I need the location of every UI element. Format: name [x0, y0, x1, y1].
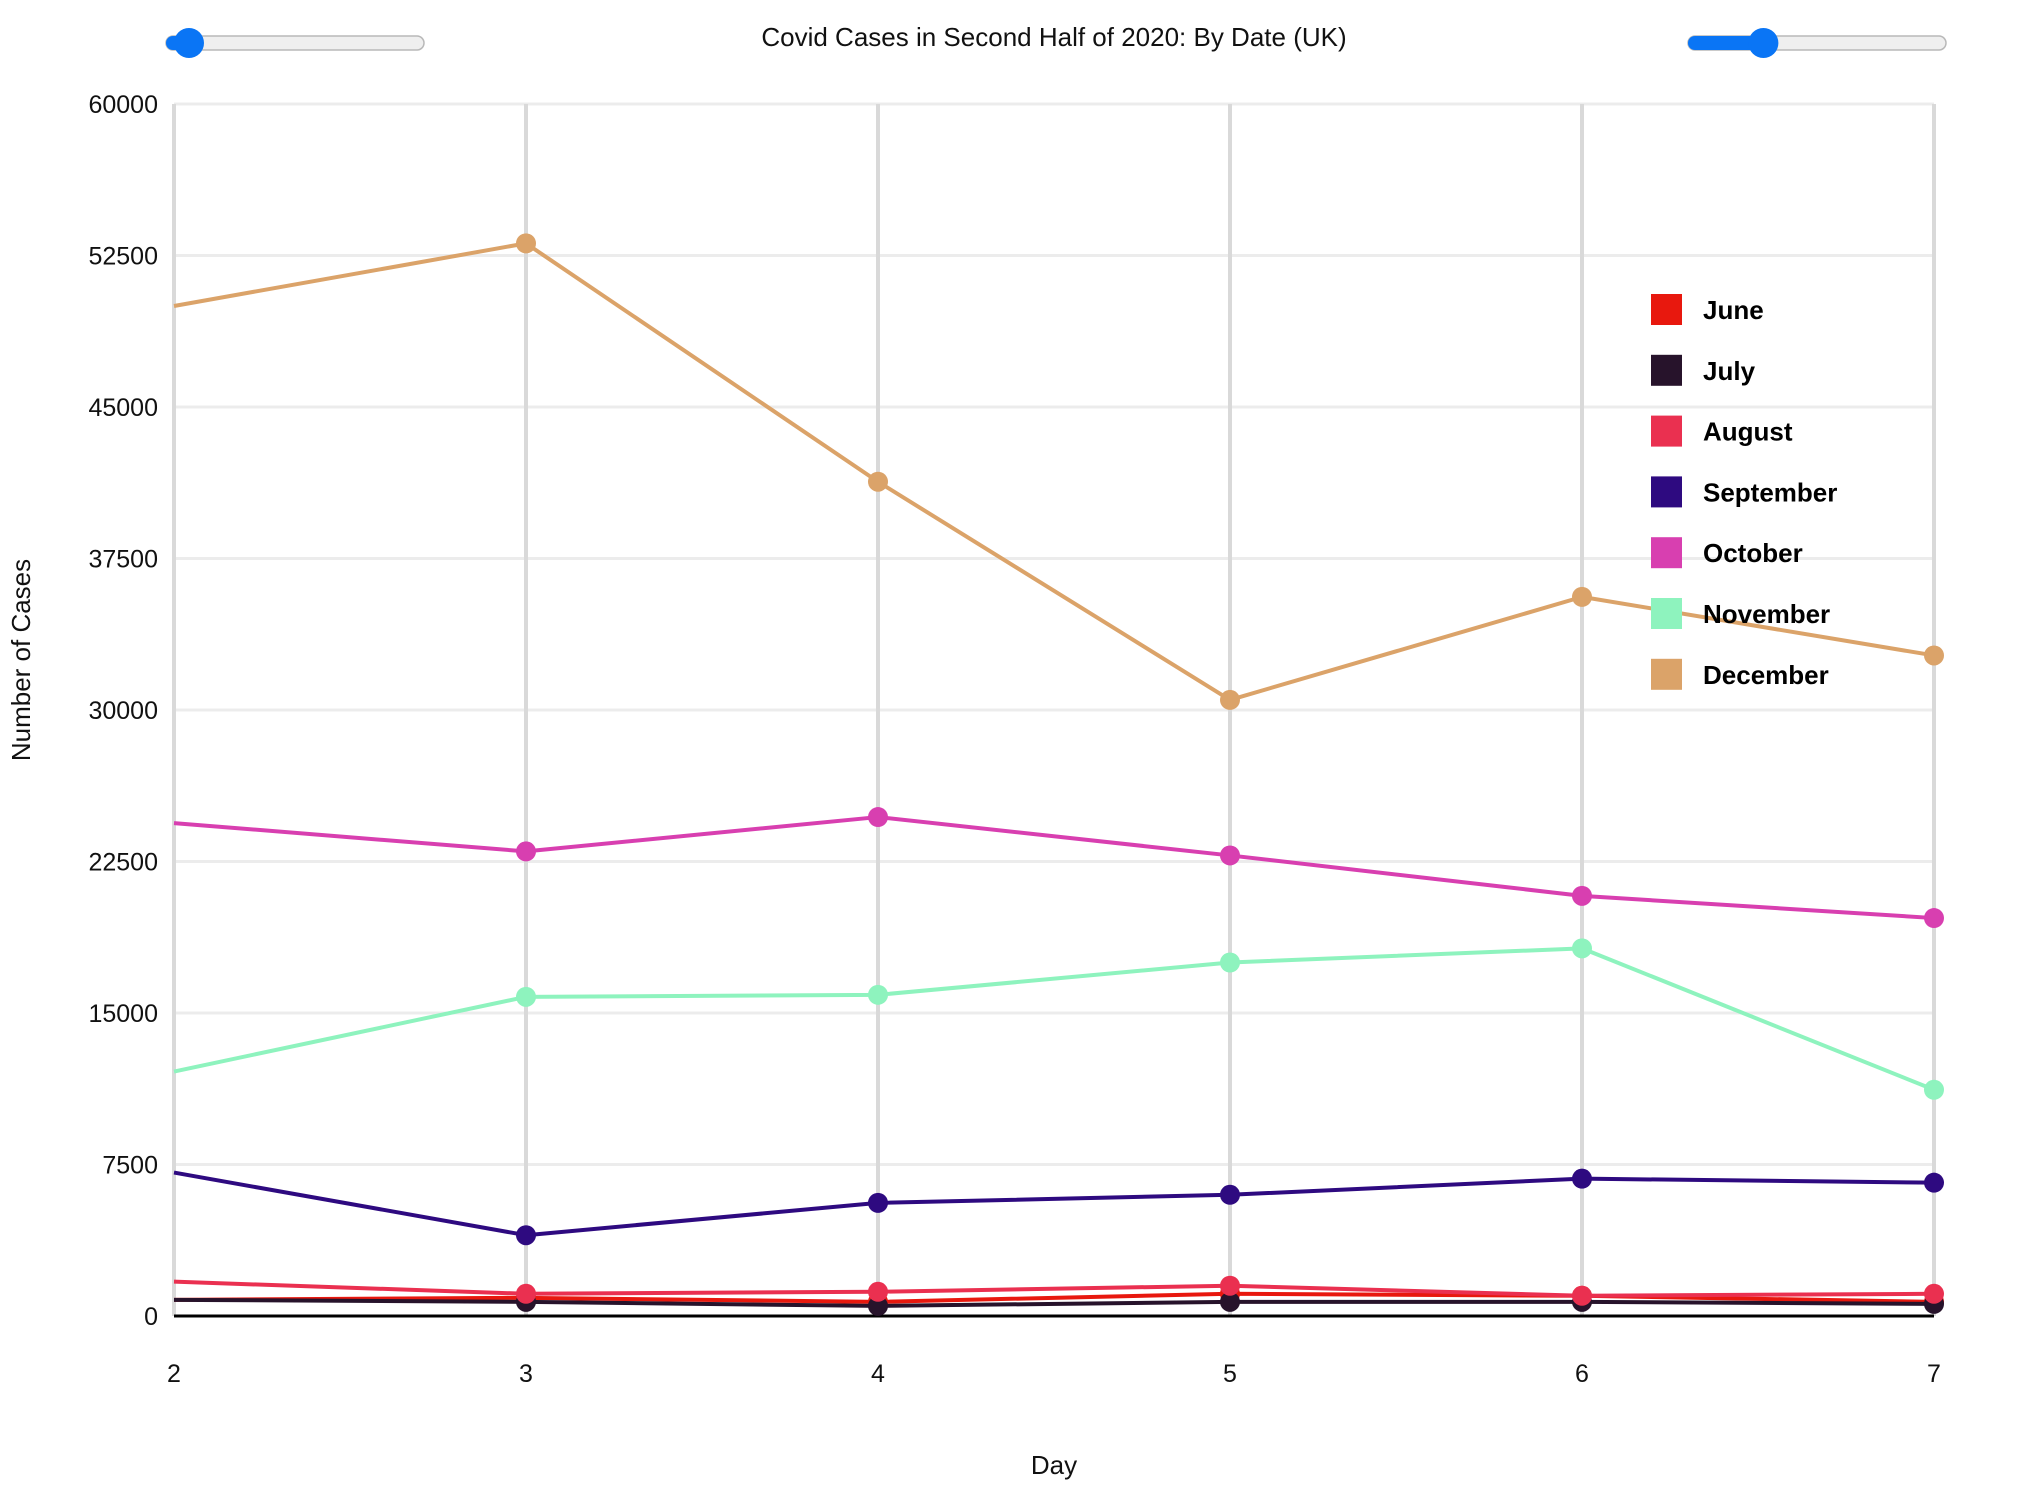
data-point[interactable] — [1572, 586, 1592, 607]
x-axis-label: Day — [1031, 1450, 1077, 1480]
slider-left[interactable] — [165, 28, 425, 58]
legend-item[interactable]: September — [1651, 476, 1837, 508]
legend-swatch — [1651, 294, 1682, 325]
data-point[interactable] — [1924, 1172, 1944, 1193]
data-point[interactable] — [1924, 1079, 1944, 1100]
y-tick-label: 0 — [144, 1303, 158, 1331]
x-tick-label: 4 — [871, 1360, 885, 1388]
slider-left-thumb[interactable] — [174, 28, 204, 58]
y-tick-label: 22500 — [88, 849, 158, 877]
legend-swatch — [1651, 598, 1682, 629]
series-august — [173, 1275, 1944, 1306]
legend-label: October — [1703, 538, 1803, 568]
horizontal-gridlines — [174, 102, 1934, 1166]
legend-item[interactable]: July — [1651, 354, 1756, 386]
series-line — [173, 1279, 1935, 1298]
legend-label: December — [1703, 660, 1829, 690]
data-point[interactable] — [516, 1283, 536, 1304]
slider-right[interactable] — [1687, 28, 1947, 58]
data-point[interactable] — [1924, 645, 1944, 666]
series-december — [173, 233, 1944, 710]
slider-left-track[interactable] — [165, 35, 425, 51]
data-point[interactable] — [1572, 1168, 1592, 1189]
legend-item[interactable]: December — [1651, 658, 1829, 690]
data-point[interactable] — [1220, 1184, 1240, 1205]
data-point[interactable] — [516, 841, 536, 862]
data-point[interactable] — [516, 986, 536, 1007]
series-line — [173, 241, 1935, 702]
slider-right-fill — [1688, 36, 1764, 50]
series-september — [173, 1168, 1944, 1246]
series-november — [173, 938, 1944, 1100]
y-tick-label: 52500 — [88, 243, 158, 271]
legend-label: June — [1703, 295, 1764, 325]
legend-swatch — [1651, 476, 1682, 508]
legend-item[interactable]: November — [1651, 598, 1830, 629]
data-point[interactable] — [1572, 885, 1592, 906]
legend-item[interactable]: October — [1651, 537, 1803, 569]
legend-item[interactable]: June — [1651, 294, 1764, 325]
y-axis-ticks: 0 7500 15000 22500 30000 37500 45000 52500 60000 — [88, 91, 158, 1331]
data-point[interactable] — [868, 807, 888, 828]
series-line — [173, 1297, 1935, 1308]
legend-label: September — [1703, 477, 1837, 507]
y-axis-label: Number of Cases — [6, 559, 36, 761]
y-tick-label: 15000 — [88, 1000, 158, 1028]
data-point[interactable] — [516, 233, 536, 254]
y-tick-label: 37500 — [88, 546, 158, 574]
data-point[interactable] — [1572, 938, 1592, 959]
data-point[interactable] — [1220, 689, 1240, 710]
data-point[interactable] — [1220, 1291, 1240, 1312]
legend-swatch — [1651, 658, 1682, 690]
legend-swatch — [1651, 354, 1682, 386]
legend-swatch — [1651, 537, 1682, 569]
slider-right-thumb[interactable] — [1748, 28, 1779, 58]
legend-label: July — [1703, 356, 1756, 386]
y-tick-label: 60000 — [88, 91, 158, 119]
data-point[interactable] — [868, 1295, 888, 1316]
x-tick-label: 2 — [167, 1360, 181, 1388]
y-tick-label: 45000 — [88, 394, 158, 422]
data-point[interactable] — [1924, 908, 1944, 929]
data-point[interactable] — [1924, 1283, 1944, 1304]
series-line — [173, 946, 1935, 1092]
x-tick-label: 5 — [1223, 1360, 1237, 1388]
chart-title: Covid Cases in Second Half of 2020: By D… — [761, 22, 1346, 52]
data-point[interactable] — [1220, 1275, 1240, 1296]
series-line — [173, 1170, 1935, 1238]
legend: June July August September October November De… — [1651, 294, 1837, 690]
data-point[interactable] — [1572, 1285, 1592, 1306]
data-point[interactable] — [1220, 845, 1240, 866]
y-tick-label: 30000 — [88, 697, 158, 725]
legend-item[interactable]: August — [1651, 415, 1793, 447]
series-lines — [173, 233, 1944, 1316]
x-tick-label: 7 — [1927, 1360, 1941, 1388]
x-tick-label: 6 — [1575, 1360, 1589, 1388]
data-point[interactable] — [868, 984, 888, 1005]
data-point[interactable] — [868, 471, 888, 492]
x-axis-ticks: 2 3 4 5 6 7 — [167, 1360, 1941, 1388]
series-october — [173, 807, 1944, 929]
legend-label: August — [1703, 417, 1793, 447]
legend-swatch — [1651, 415, 1682, 447]
data-point[interactable] — [868, 1281, 888, 1302]
data-point[interactable] — [516, 1225, 536, 1246]
y-tick-label: 7500 — [102, 1152, 158, 1180]
x-tick-label: 3 — [519, 1360, 533, 1388]
data-point[interactable] — [1220, 952, 1240, 973]
legend-label: November — [1703, 599, 1830, 629]
series-line — [173, 815, 1935, 921]
data-point[interactable] — [868, 1192, 888, 1213]
